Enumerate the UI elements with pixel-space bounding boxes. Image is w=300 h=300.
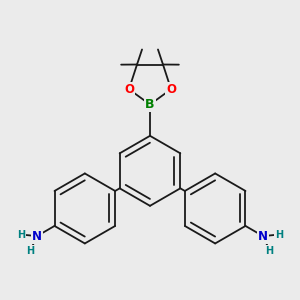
Text: O: O: [166, 83, 176, 96]
Text: N: N: [32, 230, 42, 243]
Text: H: H: [266, 245, 274, 256]
Text: H: H: [17, 230, 25, 240]
Text: H: H: [26, 245, 34, 256]
Text: O: O: [124, 83, 134, 96]
Text: B: B: [145, 98, 155, 111]
Text: N: N: [258, 230, 268, 243]
Text: H: H: [275, 230, 283, 240]
